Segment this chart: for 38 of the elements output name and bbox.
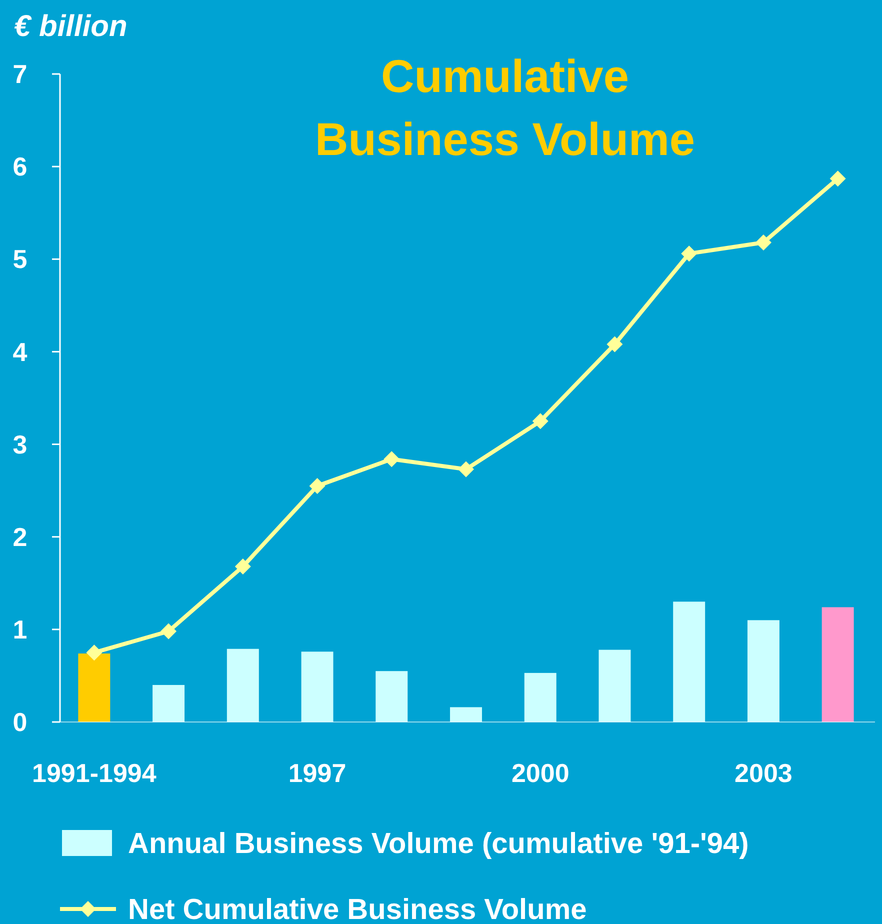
y-tick-label: 0 [12,707,28,738]
point [681,246,698,262]
bar [524,672,556,722]
y-tick-label: 6 [12,152,28,182]
y-tick-label: 1 [12,614,28,645]
bar [450,707,482,722]
bar [226,648,259,722]
y-tick-label: 7 [12,59,28,90]
x-tick-label: 2000 [511,758,570,788]
chart-title: Cumulative Business Volume [314,50,696,165]
bar [78,653,110,722]
bar [301,652,334,722]
bar [376,671,408,722]
point [234,558,251,574]
legend-label: Net Cumulative Business Volume [128,894,587,924]
x-tick-label: 1991-1994 [32,758,157,788]
point [86,644,102,661]
point [830,170,846,187]
y-tick-label: 3 [12,429,28,460]
point [309,478,326,494]
point [606,336,623,352]
point [384,451,400,468]
bar [598,650,631,722]
point [755,234,772,250]
y-tick-label: 4 [12,336,28,367]
legend-label: Annual Business Volume (cumulative '91-'94) [128,828,749,860]
y-axis-title: € billion [14,10,128,43]
bar [822,607,854,722]
bar [673,602,706,722]
bar [747,620,780,722]
x-tick-label: 1997 [288,758,346,788]
point [458,461,474,478]
point [160,623,177,640]
bar [152,684,185,722]
y-tick-label: 2 [12,522,28,552]
x-tick-label: 2003 [734,758,792,788]
point [532,413,548,430]
y-tick-label: 5 [12,244,28,274]
